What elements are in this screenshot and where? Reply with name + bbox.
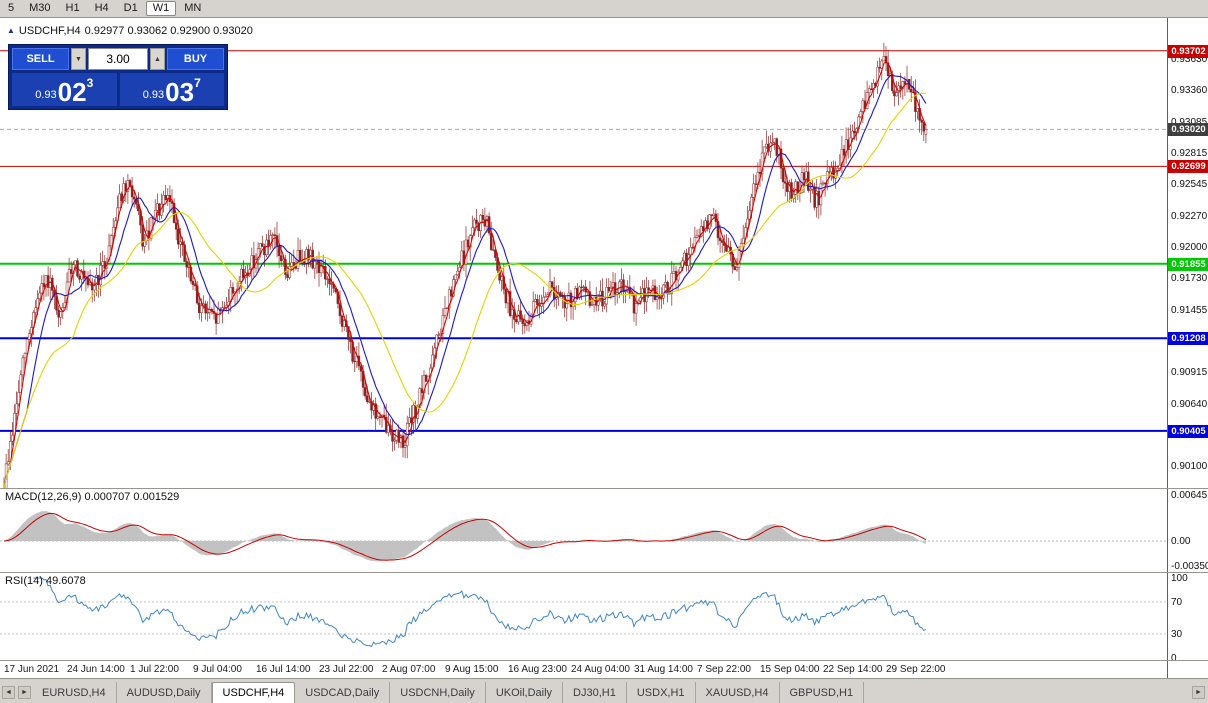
- price-axis-label: 0.93360: [1171, 85, 1208, 97]
- price-axis-label: 0.92000: [1171, 242, 1208, 253]
- pane-separator[interactable]: [0, 572, 1208, 573]
- time-axis-label: 16 Aug 23:00: [508, 664, 567, 675]
- price-axis-label: 0.90640: [1171, 398, 1208, 410]
- rsi-indicator-label: RSI(14) 49.6078: [5, 575, 86, 587]
- chart-tab-usdcnh-daily[interactable]: USDCNH,Daily: [390, 682, 486, 703]
- timeframe-button-m30[interactable]: M30: [29, 2, 51, 14]
- timeframe-button-5[interactable]: 5: [8, 2, 15, 14]
- sell-price-big: 02: [57, 77, 87, 107]
- time-axis-label: 1 Jul 22:00: [130, 664, 179, 675]
- rsi-axis-label: 100: [1171, 573, 1188, 584]
- chart-tab-dj30-h1[interactable]: DJ30,H1: [563, 682, 627, 703]
- price-axis-label: 0.93085: [1171, 116, 1208, 128]
- time-axis: 17 Jun 2021 24 Jun 14:00 1 Jul 22:00 9 Jul …: [0, 661, 1167, 678]
- rsi-axis-label: 30: [1171, 629, 1183, 640]
- price-level-badge: 0.91208: [1168, 332, 1208, 346]
- price-axis-label: 0.92545: [1171, 179, 1208, 191]
- chart-symbol-period: USDCHF,H4: [18, 25, 81, 37]
- volume-decrease-button[interactable]: ▼: [71, 48, 86, 70]
- price-axis-label: 0.92815: [1171, 148, 1208, 159]
- chart-tab-usdcad-daily[interactable]: USDCAD,Daily: [295, 682, 391, 703]
- pane-separator: [0, 660, 1208, 661]
- time-axis-label: 17 Jun 2021: [4, 664, 60, 675]
- timeframe-button-w1[interactable]: W1: [145, 1, 177, 16]
- sell-price-prefix: 0.93: [35, 89, 57, 101]
- macd-pane-canvas[interactable]: [0, 489, 1167, 572]
- price-level-badge: 0.92699: [1168, 160, 1208, 174]
- price-axis-label: 0.91455: [1171, 304, 1208, 316]
- time-axis-label: 24 Jun 14:00: [67, 664, 125, 675]
- window-tab-bar: ◄ ► EURUSD,H4 AUDUSD,Daily USDCHF,H4 USDCAD…: [0, 678, 1208, 703]
- chart-tab-usdx-h1[interactable]: USDX,H1: [627, 682, 696, 703]
- rsi-line: [33, 577, 927, 648]
- chart-tab-xauusd-h4[interactable]: XAUUSD,H4: [696, 682, 780, 703]
- macd-axis-label: 0.006451: [1171, 490, 1208, 501]
- buy-button[interactable]: BUY: [167, 48, 224, 70]
- chart-tab-usdchf-h4[interactable]: USDCHF,H4: [211, 682, 296, 703]
- chart-area[interactable]: ▲ USDCHF,H4 0.92977 0.93062 0.92900 0.93…: [0, 18, 1167, 678]
- rsi-pane-canvas[interactable]: [0, 573, 1167, 660]
- chart-tab-audusd-daily[interactable]: AUDUSD,Daily: [117, 682, 212, 703]
- moving-average-34: [3, 92, 926, 488]
- pane-separator[interactable]: [0, 488, 1208, 489]
- price-axis-label: 0.92270: [1171, 210, 1208, 222]
- timeframe-toolbar: 5 M30 H1 H4 D1 W1 MN: [0, 0, 1208, 18]
- time-axis-label: 7 Sep 22:00: [697, 664, 751, 675]
- time-axis-label: 24 Aug 04:00: [571, 664, 630, 675]
- rsi-axis-label: 70: [1171, 597, 1183, 608]
- time-axis-label: 22 Sep 14:00: [823, 664, 883, 675]
- timeframe-button-h1[interactable]: H1: [65, 2, 80, 14]
- price-level-badge: 0.90405: [1168, 424, 1208, 438]
- sell-price-sup: 3: [86, 76, 94, 90]
- sell-price-button[interactable]: 0.93 02 3: [12, 73, 117, 106]
- timeframe-button-h4[interactable]: H4: [94, 2, 109, 14]
- volume-increase-button[interactable]: ▲: [150, 48, 165, 70]
- macd-indicator-label: MACD(12,26,9) 0.000707 0.001529: [5, 491, 180, 503]
- chart-tab-ukoil-daily[interactable]: UKOil,Daily: [486, 682, 564, 703]
- tabs-scroll-right-small-button[interactable]: ►: [18, 686, 31, 699]
- sell-button[interactable]: SELL: [12, 48, 69, 70]
- chart-tabs: EURUSD,H4 AUDUSD,Daily USDCHF,H4 USDCAD,Dai…: [32, 682, 865, 703]
- price-axis-label: 0.91730: [1171, 273, 1208, 285]
- time-axis-label: 23 Jul 22:00: [319, 664, 374, 675]
- chart-tab-gbpusd-h1[interactable]: GBPUSD,H1: [780, 682, 865, 703]
- chart-marker-icon: ▲: [7, 26, 15, 35]
- price-axis[interactable]: 0.93630 0.93360 0.93085 0.92815 0.92545 0.922…: [1167, 18, 1208, 678]
- price-axis-label: 0.90915: [1171, 367, 1208, 379]
- price-axis-label: 0.93630: [1171, 54, 1208, 66]
- moving-average-12: [3, 74, 927, 488]
- volume-input[interactable]: [88, 48, 148, 70]
- buy-price-big: 03: [165, 77, 195, 107]
- chart-ohlc-values: 0.92977 0.93062 0.92900 0.93020: [84, 25, 253, 37]
- price-level-badge: 0.91855: [1168, 257, 1208, 271]
- one-click-trading-panel: SELL ▼ ▲ BUY 0.93 02 3 0.93 03 7: [8, 44, 228, 110]
- macd-histogram: [4, 511, 926, 562]
- buy-price-prefix: 0.93: [142, 89, 165, 101]
- time-axis-label: 16 Jul 14:00: [256, 664, 311, 675]
- macd-axis-label: 0.00: [1171, 536, 1191, 547]
- time-axis-label: 15 Sep 04:00: [760, 664, 820, 675]
- chart-tab-eurusd-h4[interactable]: EURUSD,H4: [32, 682, 117, 703]
- time-axis-label: 9 Jul 04:00: [193, 664, 242, 675]
- timeframe-button-mn[interactable]: MN: [184, 2, 202, 14]
- rsi-axis-label: 0: [1171, 653, 1177, 664]
- buy-price-sup: 7: [194, 76, 201, 90]
- macd-signal-line: [3, 513, 927, 561]
- time-axis-label: 29 Sep 22:00: [886, 664, 946, 675]
- price-axis-label: 0.90100: [1171, 461, 1208, 473]
- buy-price-button[interactable]: 0.93 03 7: [119, 73, 224, 107]
- tabs-scroll-right-button[interactable]: ►: [1192, 686, 1205, 699]
- price-level-badge: 0.93702: [1168, 44, 1208, 58]
- chart-title: ▲ USDCHF,H4 0.92977 0.93062 0.92900 0.93…: [7, 25, 253, 37]
- current-price-badge: 0.93020: [1168, 123, 1208, 137]
- timeframe-button-d1[interactable]: D1: [123, 2, 138, 14]
- time-axis-label: 9 Aug 15:00: [445, 664, 499, 675]
- macd-axis-label: -0.00350: [1171, 561, 1208, 572]
- tabs-scroll-left-button[interactable]: ◄: [2, 686, 15, 699]
- moving-average-4: [3, 61, 927, 488]
- time-axis-label: 2 Aug 07:00: [382, 664, 436, 675]
- price-chart-canvas[interactable]: [0, 18, 1167, 488]
- time-axis-label: 31 Aug 14:00: [634, 664, 693, 675]
